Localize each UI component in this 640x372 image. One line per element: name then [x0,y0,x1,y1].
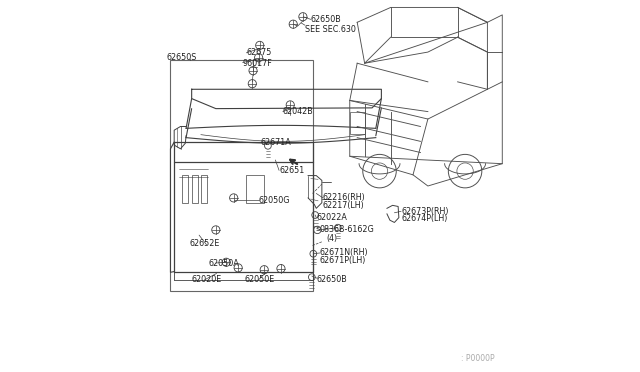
Bar [191,175,198,203]
Bar [182,175,188,203]
Text: 62650S: 62650S [167,53,197,62]
Bar [246,175,264,203]
Text: SEE SEC.630: SEE SEC.630 [305,25,356,33]
Text: 62050G: 62050G [259,196,291,205]
Text: 62671N(RH): 62671N(RH) [320,248,369,257]
Text: 62652E: 62652E [189,239,220,248]
Bar [201,175,207,203]
Bar [349,112,365,134]
Text: 62671P(LH): 62671P(LH) [320,256,366,265]
Text: 62050A: 62050A [209,259,239,267]
Text: 62650B: 62650B [310,15,342,24]
Text: : P0000P: : P0000P [461,354,495,363]
Bar [170,60,312,291]
Text: 62675: 62675 [246,48,272,57]
Text: 62674P(LH): 62674P(LH) [401,214,447,223]
Text: 62216(RH): 62216(RH) [323,193,365,202]
Text: 62020E: 62020E [191,275,222,284]
Text: 62050E: 62050E [245,275,275,284]
Text: 62673P(RH): 62673P(RH) [401,207,449,216]
Text: 96017F: 96017F [243,59,273,68]
Text: (4): (4) [326,234,337,243]
Text: 62671A: 62671A [260,138,291,147]
Text: 62042B: 62042B [283,107,314,116]
Text: S: S [315,227,320,232]
Text: 0836B-6162G: 0836B-6162G [320,225,375,234]
Text: 62651: 62651 [279,166,305,175]
Text: 62217(LH): 62217(LH) [323,201,365,210]
Text: 62022A: 62022A [316,213,347,222]
Text: 62650B: 62650B [316,275,347,284]
